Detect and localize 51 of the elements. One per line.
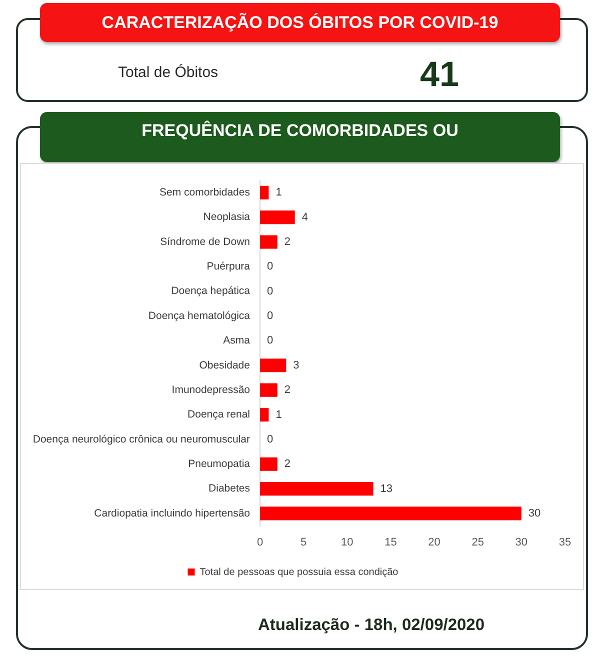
data-label: 1 [276,186,282,199]
x-tick-label: 0 [256,536,264,548]
data-label: 0 [267,310,274,322]
legend-label: Total de pessoas que possuia essa condição [200,566,399,578]
bar [260,186,269,200]
data-label: 2 [284,384,291,396]
data-label: 2 [284,236,291,248]
x-tick-label: 35 [558,536,572,548]
bar [260,482,374,496]
y-tick-label: Imunodepressão [172,384,250,396]
data-label: 0 [267,433,274,446]
bar [260,210,295,224]
y-tick-label: Síndrome de Down [160,236,250,248]
data-label: 3 [293,359,300,372]
data-label: 0 [267,334,274,347]
y-tick-label: Doença renal [188,408,250,421]
text: 41 [420,55,459,95]
x-tick-label: 5 [300,536,307,548]
y-tick-label: Neoplasia [203,211,250,224]
data-label: 0 [267,285,274,298]
x-tick-label: 15 [384,536,397,548]
y-tick-label: Obesidade [199,359,250,372]
bar [260,457,278,471]
bar [260,408,269,422]
y-tick-label: Pneumopatia [188,458,250,470]
chart-title: FREQUÊNCIA DE COMORBIDADES OU [40,112,560,162]
y-tick-label: Doença hepática [171,285,250,298]
text: Total de Óbitos [118,64,218,81]
bar [260,358,286,372]
y-tick-label: Sem comorbidades [160,186,250,199]
bar [260,235,278,249]
y-tick-label: Doença hematológica [148,310,250,322]
x-tick-label: 10 [341,536,354,548]
bar [260,506,522,520]
data-label: 0 [267,260,274,273]
data-label: 1 [276,408,282,421]
data-label: 4 [302,211,308,224]
text: Atualização - 18h, 02/09/2020 [258,616,485,635]
x-tick-label: 25 [472,536,484,548]
y-tick-label: Asma [223,334,250,347]
y-tick-label: Doença neurológico crônica ou neuromuscular [32,433,250,446]
bar [260,383,278,397]
y-tick-label: Puérpura [206,260,250,273]
text: CARACTERIZAÇÃO DOS ÓBITOS POR COVID-19 [40,3,560,42]
data-label: 2 [284,458,291,470]
x-tick-label: 20 [428,536,440,548]
x-tick-label: 30 [515,536,528,548]
y-tick-label: Diabetes [208,482,250,495]
y-tick-label: Cardiopatia incluindo hipertensão [94,507,250,520]
data-label: 30 [528,507,541,520]
data-label: 13 [380,482,393,495]
